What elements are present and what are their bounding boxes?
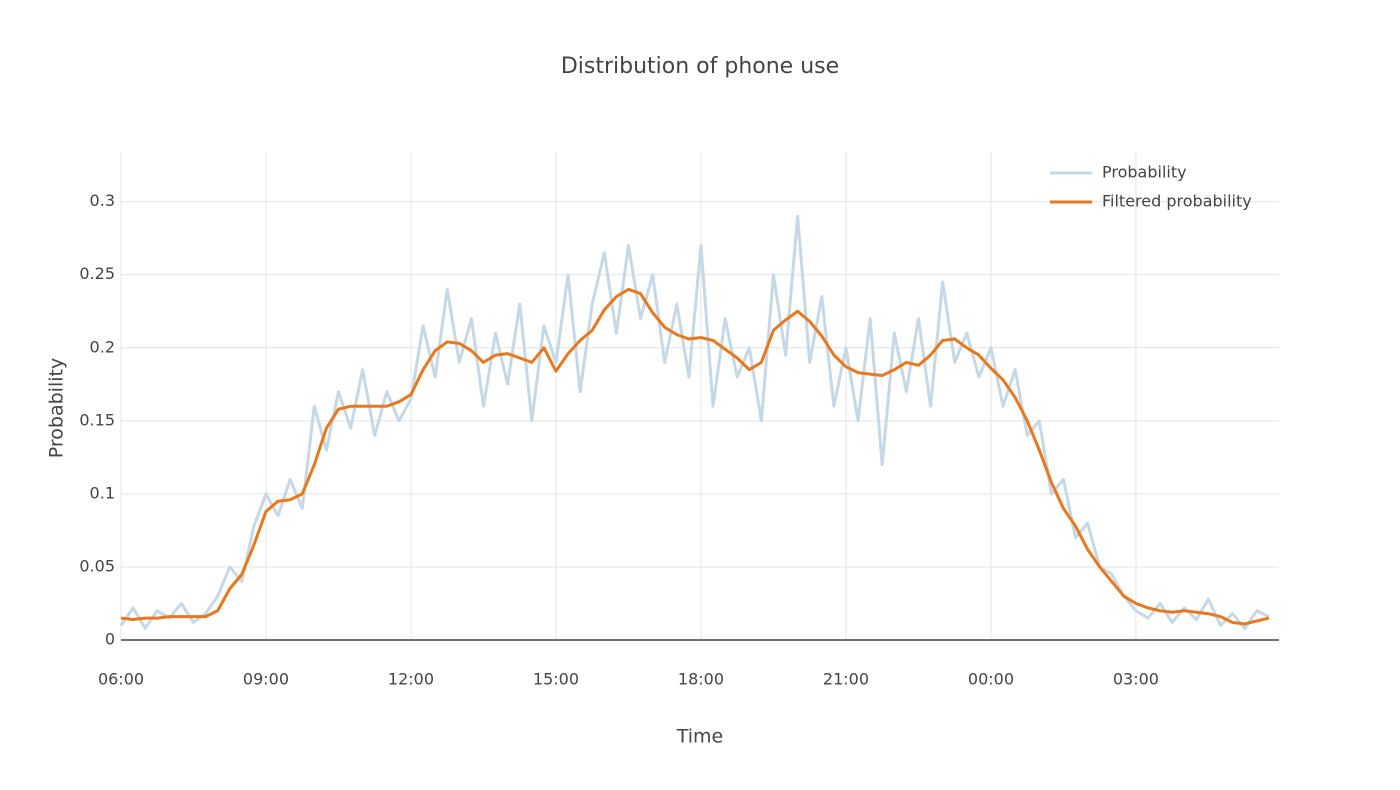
x-tick-label: 00:00 <box>968 670 1014 689</box>
y-tick-label: 0.2 <box>90 337 115 356</box>
x-axis-label: Time <box>676 726 724 748</box>
x-tick-label: 06:00 <box>98 670 144 689</box>
y-tick-label: 0.25 <box>79 264 115 283</box>
y-tick-label: 0 <box>105 630 115 649</box>
x-tick-label: 21:00 <box>823 670 869 689</box>
series-line <box>119 214 1270 630</box>
y-tick-label: 0.15 <box>79 410 115 429</box>
y-tick-label: 0.1 <box>90 483 115 502</box>
x-tick-label: 03:00 <box>1113 670 1159 689</box>
y-tick-label: 0.3 <box>90 191 115 210</box>
x-tick-label: 15:00 <box>533 670 579 689</box>
x-tick-label: 18:00 <box>678 670 724 689</box>
chart-title: Distribution of phone use <box>561 54 839 79</box>
x-tick-label: 12:00 <box>388 670 434 689</box>
y-axis-label: Probability <box>46 358 68 458</box>
legend-label: Probability <box>1102 163 1187 182</box>
series-line <box>120 287 1270 626</box>
legend-label: Filtered probability <box>1102 192 1252 211</box>
y-tick-label: 0.05 <box>79 556 115 575</box>
x-tick-label: 09:00 <box>243 670 289 689</box>
